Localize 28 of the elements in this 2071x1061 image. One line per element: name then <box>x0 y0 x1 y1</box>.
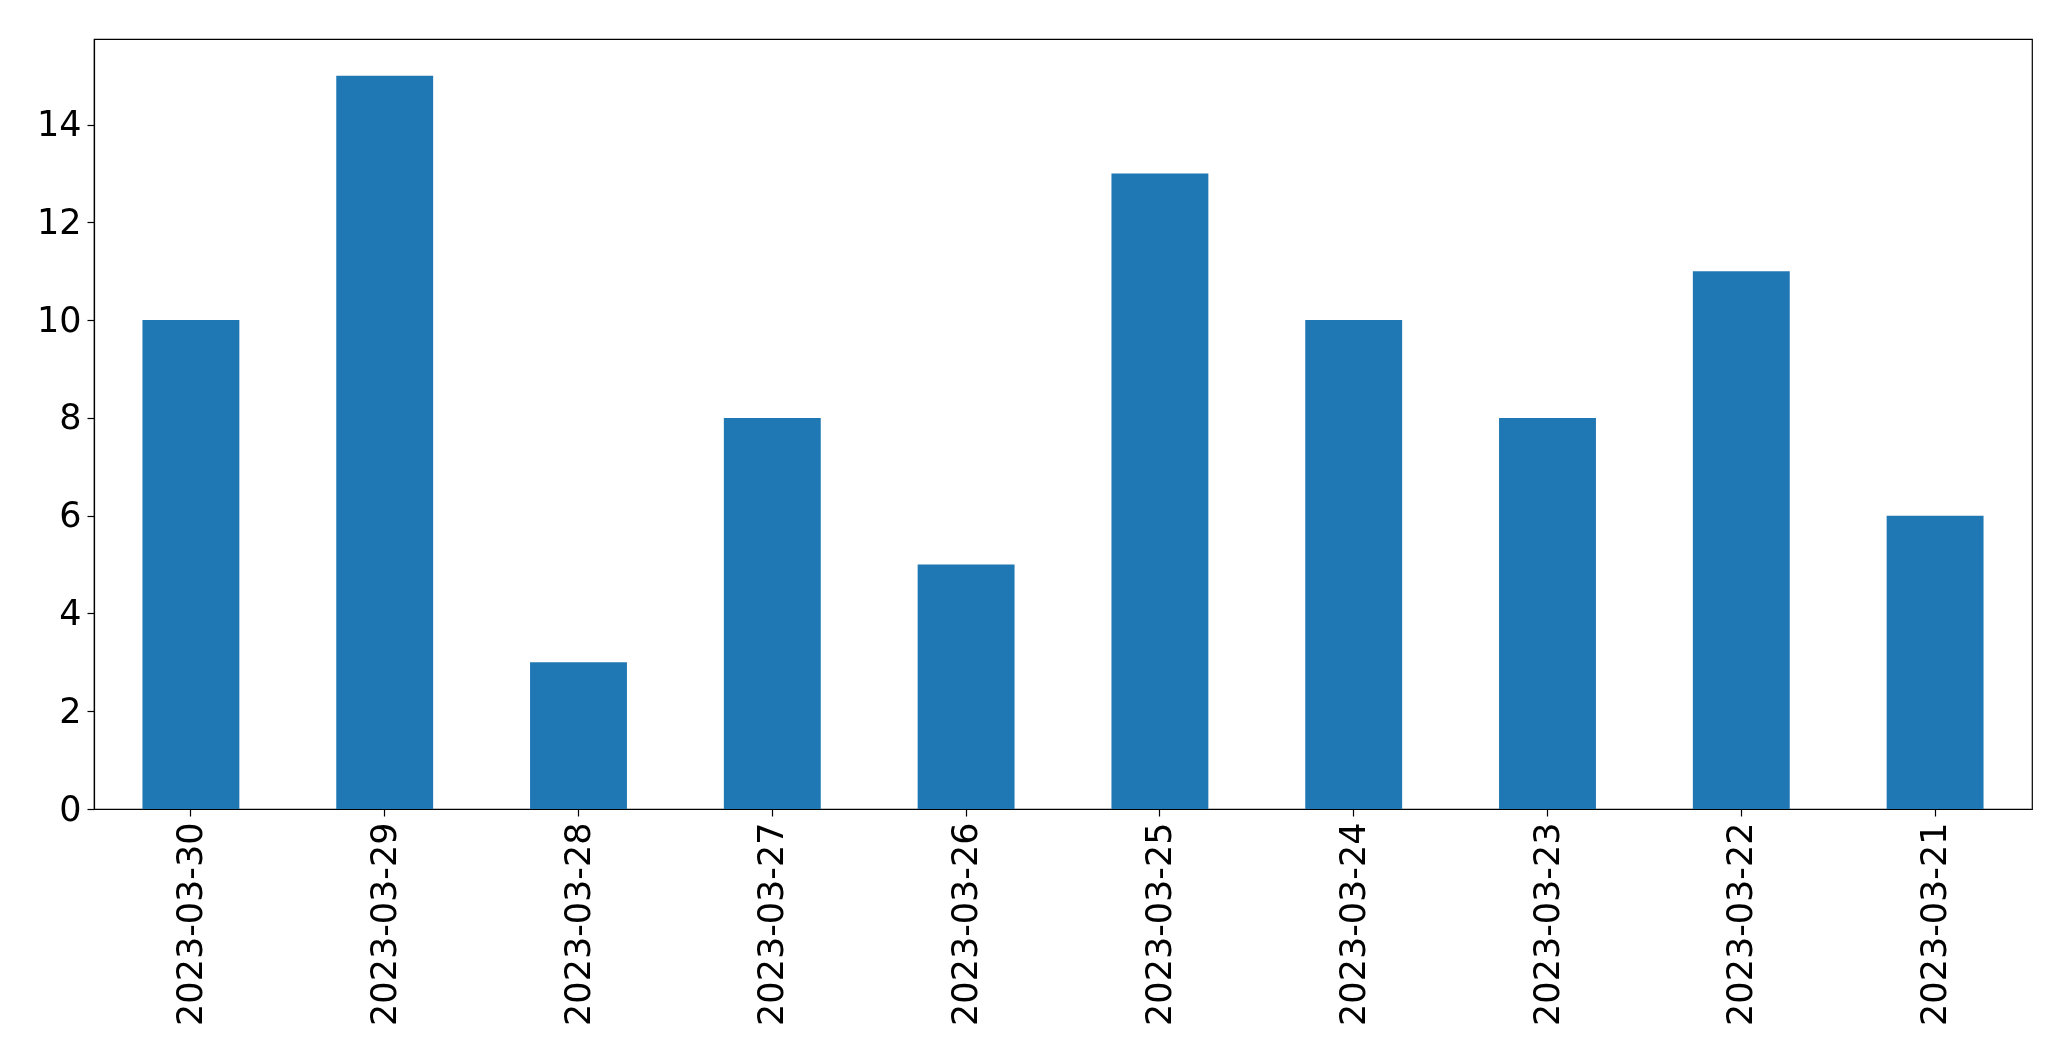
bar <box>1499 417 1596 809</box>
x-tick-label: 2023-03-30 <box>169 822 210 1026</box>
bar <box>1886 515 1984 809</box>
bar <box>723 417 821 809</box>
x-tick-label: 2023-03-24 <box>1332 822 1373 1026</box>
bar <box>1111 173 1209 809</box>
bar <box>1305 320 1403 809</box>
bar <box>142 320 240 809</box>
x-tick-label: 2023-03-28 <box>557 822 598 1026</box>
bar <box>917 564 1015 809</box>
bar <box>530 662 627 809</box>
x-tick-label: 2023-03-21 <box>1914 822 1955 1026</box>
y-tick-label: 14 <box>36 104 82 145</box>
x-tick-label: 2023-03-29 <box>363 822 404 1026</box>
x-tick-label: 2023-03-26 <box>945 822 986 1026</box>
y-tick-label: 4 <box>59 592 82 633</box>
bar <box>1692 271 1790 809</box>
y-tick-label: 2 <box>59 690 82 731</box>
x-tick-label: 2023-03-25 <box>1138 822 1179 1026</box>
y-tick-label: 0 <box>59 788 82 829</box>
x-tick-label: 2023-03-22 <box>1720 822 1761 1026</box>
y-tick-label: 12 <box>36 201 82 242</box>
y-tick-label: 6 <box>59 495 82 536</box>
x-tick-label: 2023-03-23 <box>1526 822 1567 1026</box>
bar <box>336 75 434 809</box>
y-tick-label: 8 <box>59 397 82 438</box>
y-tick-label: 10 <box>36 299 82 340</box>
x-tick-label: 2023-03-27 <box>751 822 792 1026</box>
